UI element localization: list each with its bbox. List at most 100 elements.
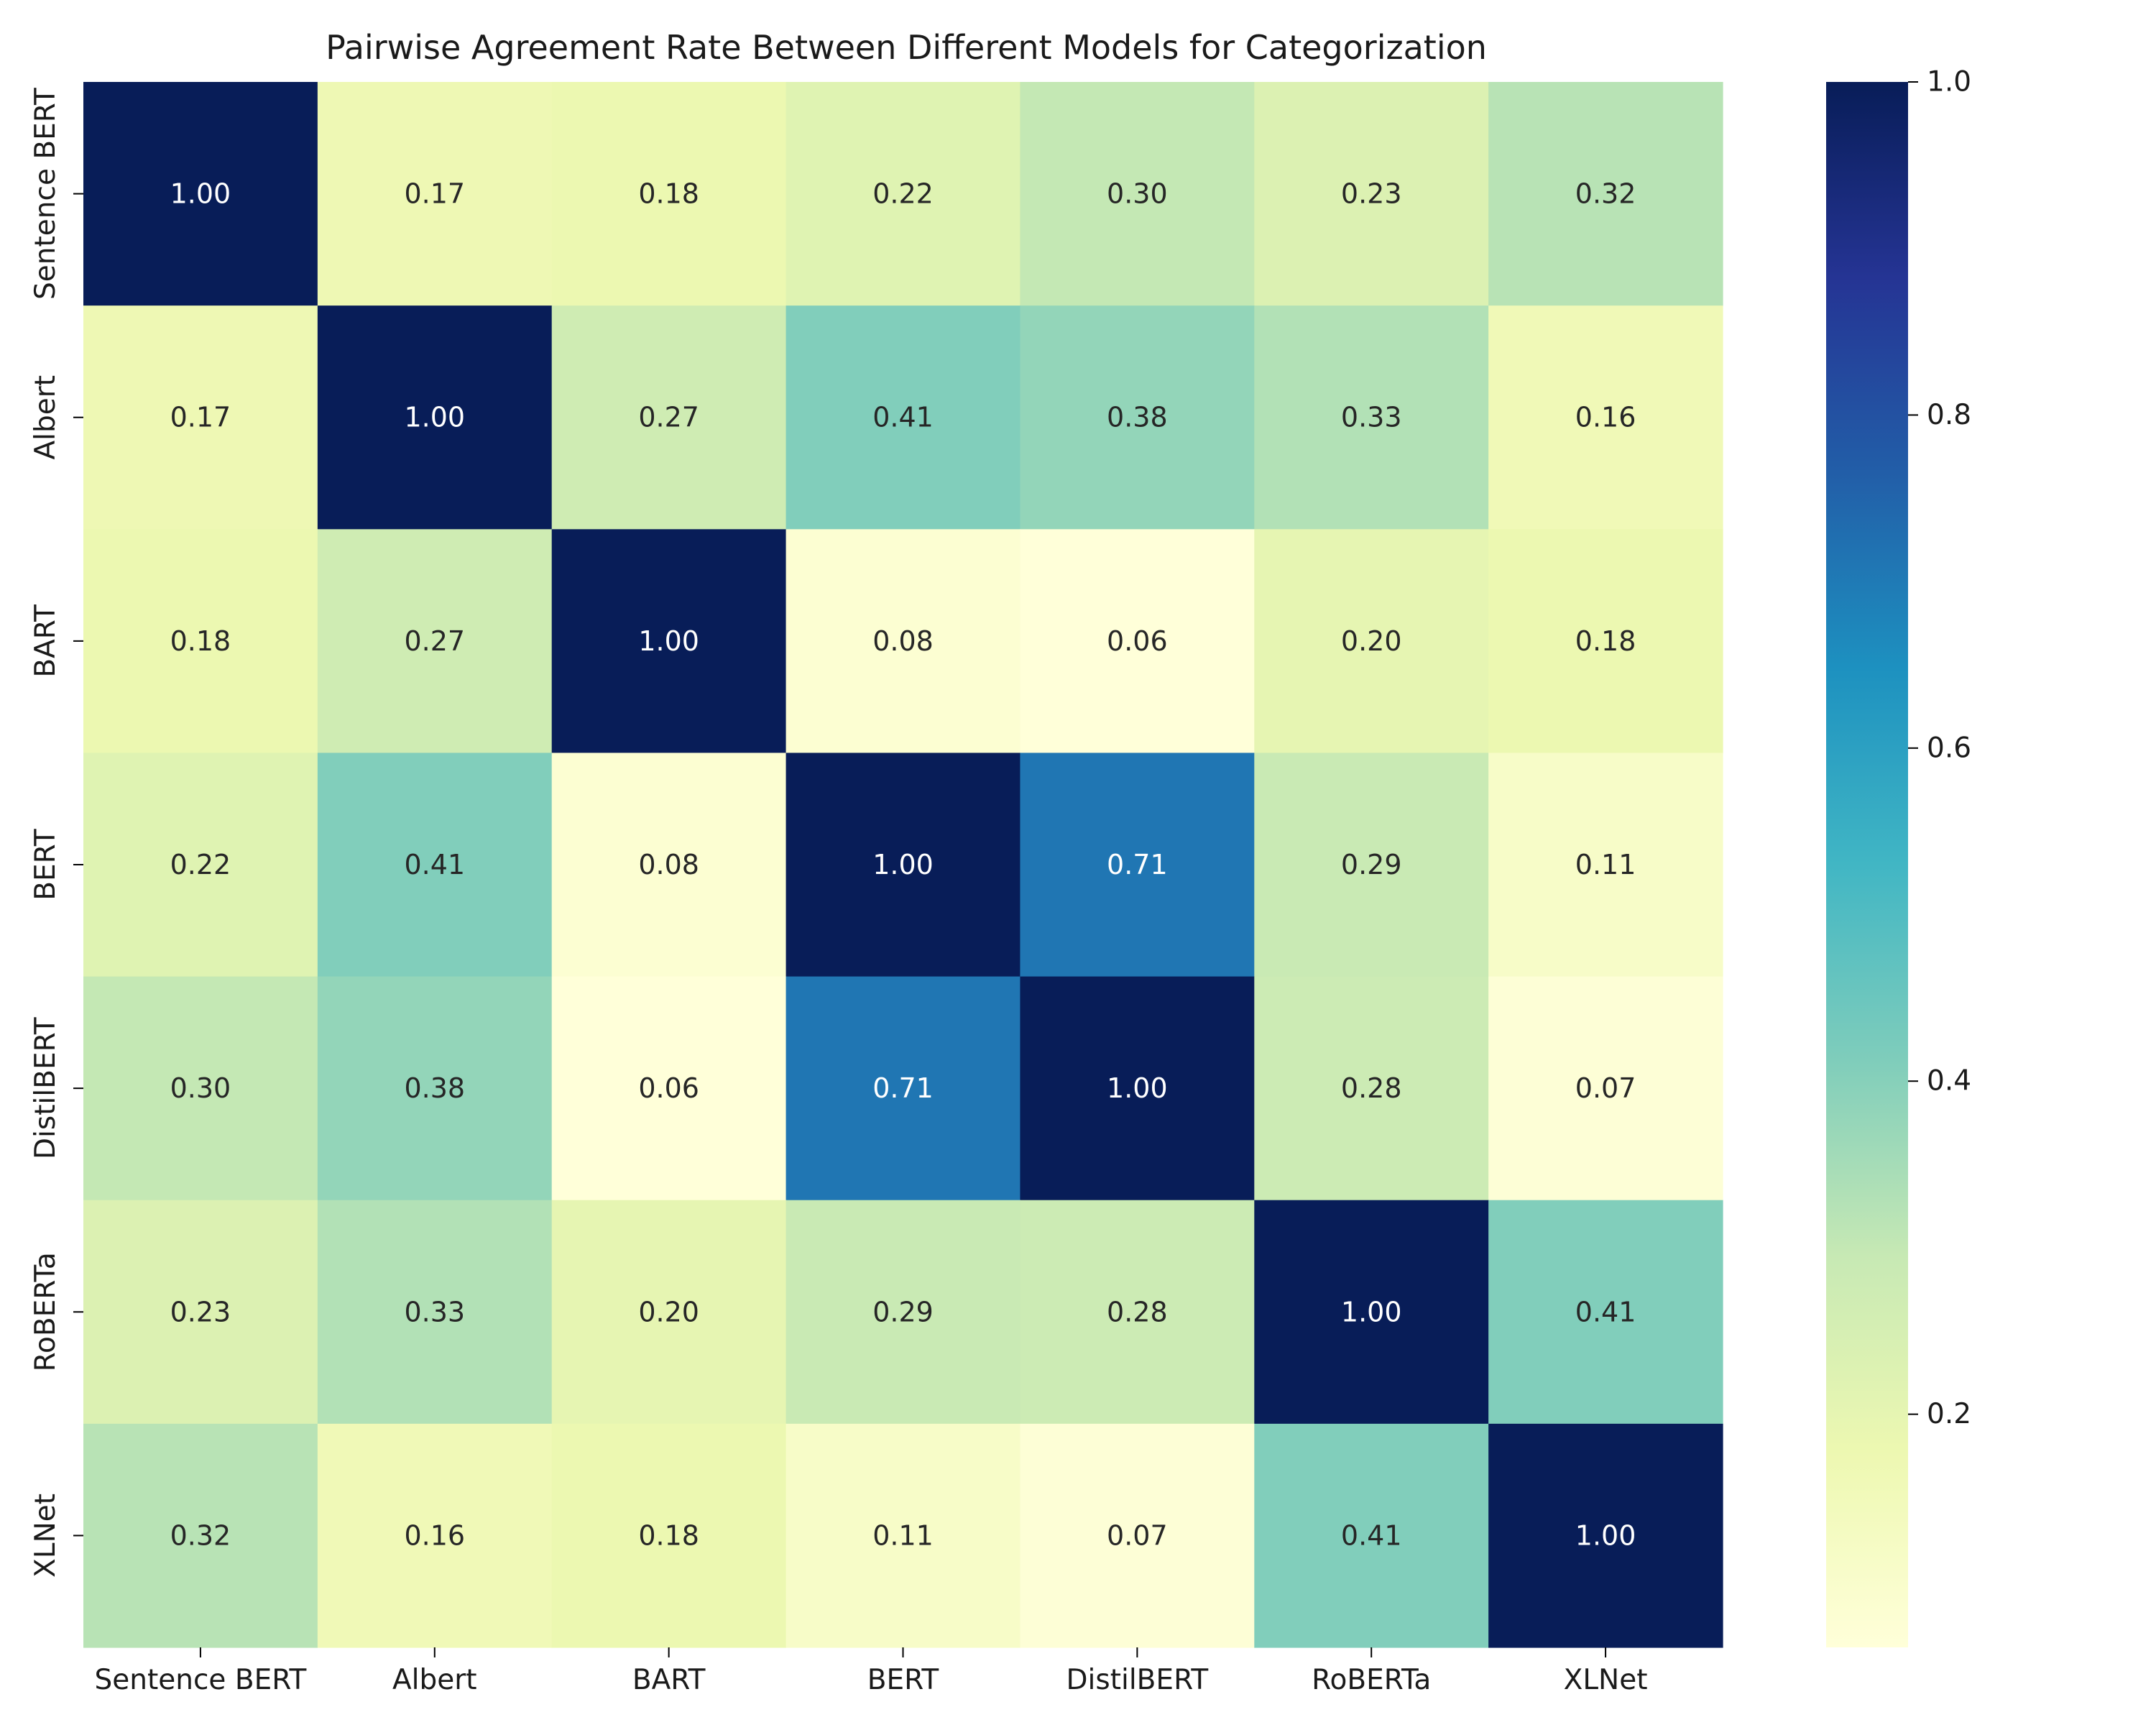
cell-value-label: 0.41 xyxy=(404,849,465,880)
cell-value-label: 0.17 xyxy=(170,402,231,433)
y-tick-label: DistilBERT xyxy=(29,1017,62,1159)
heatmap-cell xyxy=(551,1423,787,1648)
cell-value-label: 0.17 xyxy=(404,178,465,210)
x-tick-label: BERT xyxy=(867,1664,939,1696)
cell-value-label: 1.00 xyxy=(170,178,231,210)
y-tick-label: RoBERTa xyxy=(29,1252,62,1371)
heatmap-cell xyxy=(1254,82,1489,306)
heatmap-cell xyxy=(1488,1200,1723,1425)
cell-value-label: 0.33 xyxy=(404,1296,465,1328)
colorbar-tick-label: 0.2 xyxy=(1927,1398,1971,1430)
heatmap-cell xyxy=(83,753,318,978)
heatmap-cell xyxy=(1254,1200,1489,1425)
cell-value-label: 0.29 xyxy=(1341,849,1402,880)
cell-value-label: 1.00 xyxy=(638,625,699,657)
cell-value-label: 0.22 xyxy=(872,178,934,210)
colorbar-scale xyxy=(1826,82,1908,1647)
heatmap-cell xyxy=(1488,529,1723,754)
x-tick-label: DistilBERT xyxy=(1067,1664,1209,1696)
cell-value-label: 0.28 xyxy=(1107,1296,1168,1328)
heatmap-cell xyxy=(1488,305,1723,530)
heatmap-cell xyxy=(551,82,787,306)
cell-value-label: 0.28 xyxy=(1341,1072,1402,1104)
heatmap-cell xyxy=(786,1200,1021,1425)
colorbar-tick-label: 0.8 xyxy=(1927,399,1971,431)
y-tick-label: XLNet xyxy=(29,1494,62,1578)
y-axis: Sentence BERT Albert BART BERT DistilBERT RoB… xyxy=(29,88,83,1578)
heatmap-cell xyxy=(1254,305,1489,530)
heatmap-cell xyxy=(1488,82,1723,306)
heatmap-cell xyxy=(786,976,1021,1201)
cell-value-label: 0.16 xyxy=(404,1519,465,1551)
cell-value-label: 0.16 xyxy=(1575,402,1636,433)
heatmap-cell xyxy=(83,1200,318,1425)
y-tick-label: BART xyxy=(29,604,62,678)
heatmap-cell xyxy=(83,82,318,306)
heatmap-cell xyxy=(317,1423,553,1648)
heatmap-cell xyxy=(317,976,553,1201)
cell-value-label: 0.33 xyxy=(1341,402,1402,433)
heatmap-cell xyxy=(1488,753,1723,978)
cell-value-label: 0.08 xyxy=(638,849,699,880)
cell-value-label: 0.30 xyxy=(170,1072,231,1104)
cell-value-label: 1.00 xyxy=(1107,1072,1168,1104)
cell-value-label: 0.29 xyxy=(872,1296,934,1328)
heatmap-cell xyxy=(317,753,553,978)
cell-value-label: 1.00 xyxy=(872,849,934,880)
cell-value-label: 1.00 xyxy=(404,402,465,433)
cell-value-label: 0.71 xyxy=(872,1072,934,1104)
heatmap-cell xyxy=(551,305,787,530)
heatmap-cell xyxy=(551,976,787,1201)
heatmap-cell xyxy=(83,976,318,1201)
heatmap-cell xyxy=(1254,753,1489,978)
heatmap-cell xyxy=(1020,753,1255,978)
cell-value-label: 0.06 xyxy=(1107,625,1168,657)
heatmap-cell xyxy=(83,305,318,530)
heatmap-cell xyxy=(1254,976,1489,1201)
cell-value-label: 0.06 xyxy=(638,1072,699,1104)
heatmap-cell xyxy=(786,753,1021,978)
cell-value-label: 0.11 xyxy=(872,1519,934,1551)
chart-title: Pairwise Agreement Rate Between Differen… xyxy=(326,28,1487,67)
cell-value-label: 0.32 xyxy=(1575,178,1636,210)
colorbar-tick-label: 0.6 xyxy=(1927,732,1971,764)
cell-value-label: 0.22 xyxy=(170,849,231,880)
heatmap-cell xyxy=(786,529,1021,754)
heatmap-cell xyxy=(1488,976,1723,1201)
cell-value-label: 0.20 xyxy=(638,1296,699,1328)
cell-value-label: 0.23 xyxy=(170,1296,231,1328)
y-tick-label: BERT xyxy=(29,829,62,901)
cell-value-label: 0.41 xyxy=(872,402,934,433)
heatmap-cell xyxy=(551,1200,787,1425)
cell-value-label: 0.18 xyxy=(170,625,231,657)
cell-value-label: 0.38 xyxy=(404,1072,465,1104)
heatmap-cell xyxy=(1020,305,1255,530)
cell-value-label: 0.07 xyxy=(1575,1072,1636,1104)
heatmap-cell xyxy=(1020,529,1255,754)
heatmap-cell xyxy=(1020,976,1255,1201)
x-tick-label: XLNet xyxy=(1564,1664,1648,1696)
heatmap-cell xyxy=(317,82,553,306)
colorbar: 0.2 0.4 0.6 0.8 1.0 xyxy=(1826,66,1971,1647)
x-tick-label: Sentence BERT xyxy=(95,1664,307,1696)
cell-value-label: 0.07 xyxy=(1107,1519,1168,1551)
cell-value-label: 0.32 xyxy=(170,1519,231,1551)
x-tick-label: BART xyxy=(632,1664,706,1696)
colorbar-tick-label: 0.4 xyxy=(1927,1065,1971,1098)
cell-value-label: 0.08 xyxy=(872,625,934,657)
heatmap-cell xyxy=(551,753,787,978)
heatmap-cell xyxy=(786,305,1021,530)
cell-value-label: 0.71 xyxy=(1107,849,1168,880)
heatmap-cell xyxy=(317,529,553,754)
heatmap-cell xyxy=(1020,1423,1255,1648)
heatmap-cell xyxy=(83,1423,318,1648)
cell-value-label: 0.18 xyxy=(1575,625,1636,657)
cell-value-label: 0.41 xyxy=(1341,1519,1402,1551)
cell-value-label: 0.11 xyxy=(1575,849,1636,880)
heatmap-cell xyxy=(317,1200,553,1425)
y-tick-label: Albert xyxy=(29,375,62,460)
cell-value-label: 0.18 xyxy=(638,178,699,210)
cell-value-label: 0.23 xyxy=(1341,178,1402,210)
heatmap-cell xyxy=(786,1423,1021,1648)
